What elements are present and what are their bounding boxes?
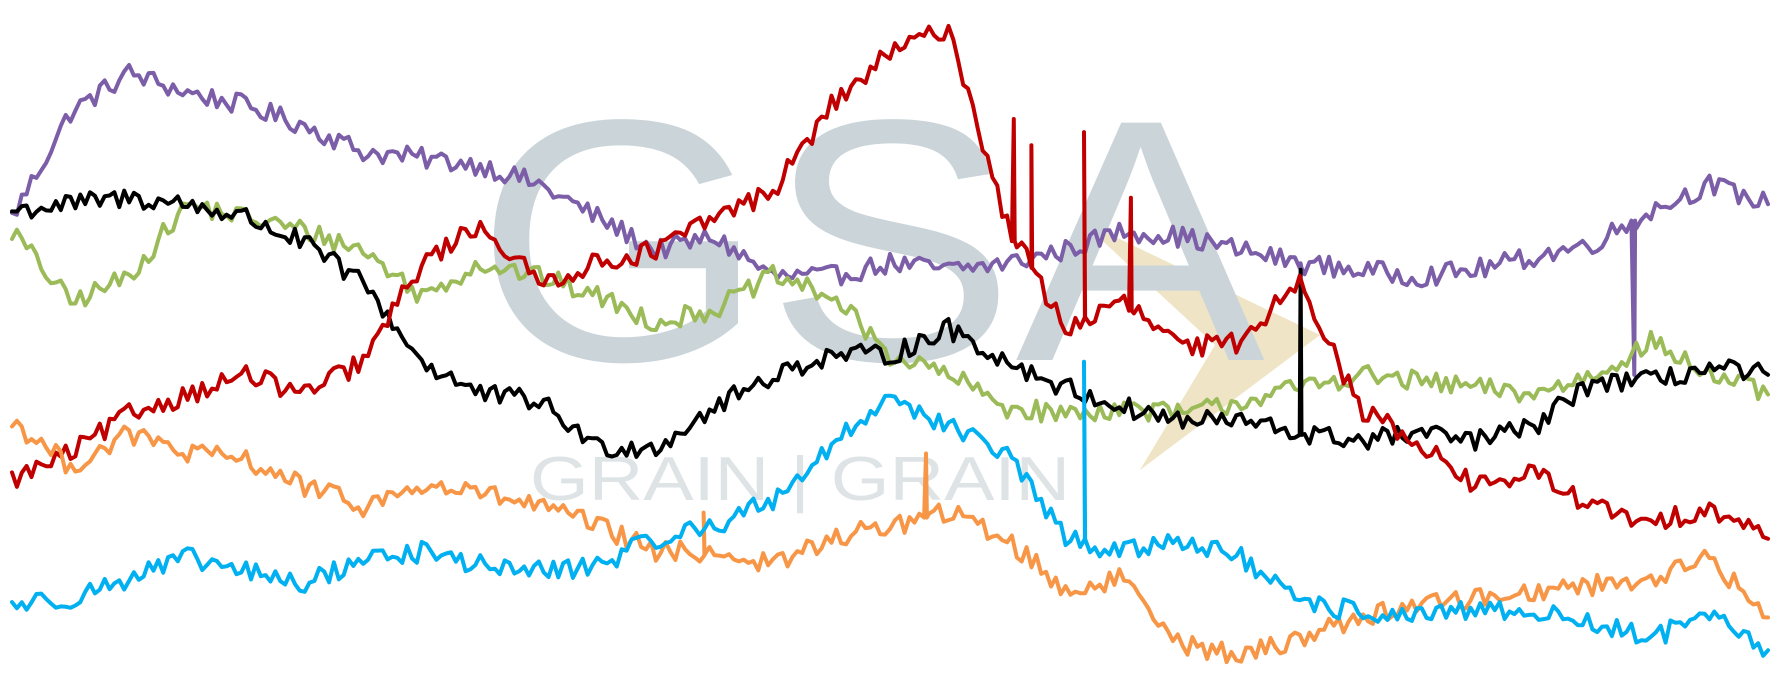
series-line-0 <box>10 63 1770 377</box>
watermark-logo-letters: GSA <box>475 49 1267 434</box>
series-layer <box>10 23 1770 665</box>
series-line-2 <box>10 188 1770 459</box>
series-line-1 <box>10 200 1770 424</box>
series-line-5 <box>10 359 1770 658</box>
series-line-4 <box>10 418 1770 665</box>
watermark-arrow <box>1080 220 1320 470</box>
series-line-3 <box>10 23 1770 541</box>
